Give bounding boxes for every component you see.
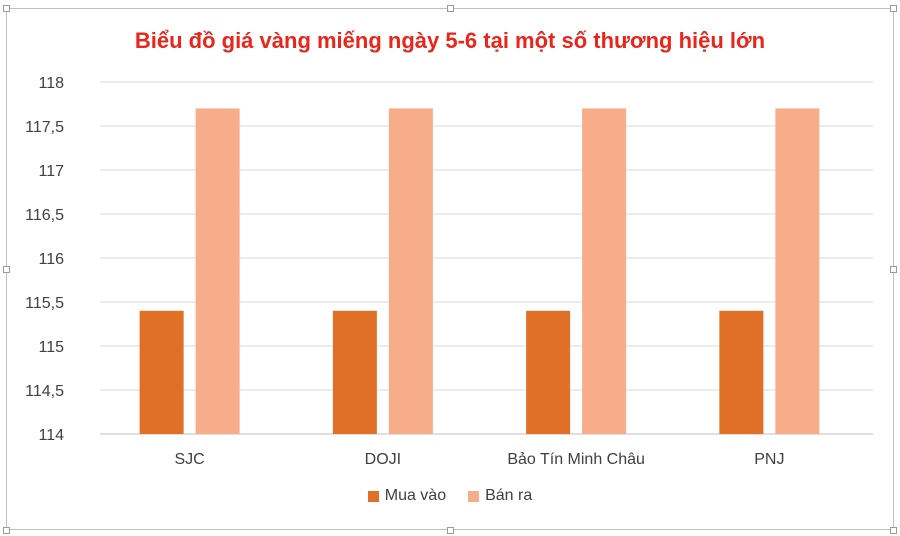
legend-label-sell: Bán ra	[485, 487, 533, 504]
y-tick-label: 116	[38, 251, 64, 268]
legend-swatch-buy	[367, 490, 379, 502]
bar-sell[interactable]	[195, 108, 240, 435]
bar-sell[interactable]	[388, 108, 433, 435]
y-tick-label: 116,5	[25, 207, 64, 224]
chart-title: Biểu đồ giá vàng miếng ngày 5-6 tại một …	[134, 28, 766, 53]
y-tick-label: 117,5	[25, 119, 64, 136]
resize-handle-top-left[interactable]	[3, 5, 10, 12]
x-tick-label: DOJI	[365, 451, 401, 468]
y-tick-label: 117	[38, 163, 64, 180]
x-tick-label: PNJ	[754, 451, 784, 468]
legend-item-buy: Mua vào	[367, 487, 447, 505]
bar-sell[interactable]	[775, 108, 820, 435]
y-tick-label: 115,5	[25, 295, 64, 312]
y-tick-label: 114	[38, 427, 64, 444]
resize-handle-top-center[interactable]	[447, 5, 454, 12]
legend-swatch-sell	[468, 490, 480, 502]
resize-handle-bottom-right[interactable]	[890, 527, 897, 534]
bar-buy[interactable]	[526, 310, 571, 434]
y-tick-label: 118	[38, 75, 64, 92]
legend-label-buy: Mua vào	[384, 487, 447, 504]
y-tick-label: 115	[38, 339, 64, 356]
resize-handle-middle-right[interactable]	[890, 266, 897, 273]
resize-handle-middle-left[interactable]	[3, 266, 10, 273]
resize-handle-bottom-center[interactable]	[447, 527, 454, 534]
bar-buy[interactable]	[719, 310, 764, 434]
resize-handle-top-right[interactable]	[890, 5, 897, 12]
legend-item-sell: Bán ra	[468, 487, 532, 505]
bar-buy[interactable]	[139, 310, 184, 434]
x-tick-label: Bảo Tín Minh Châu	[507, 451, 645, 468]
bar-buy[interactable]	[332, 310, 377, 434]
bar-sell[interactable]	[582, 108, 627, 435]
chart-legend: Mua vào Bán ra	[0, 487, 900, 505]
x-tick-label: SJC	[175, 451, 205, 468]
resize-handle-bottom-left[interactable]	[3, 527, 10, 534]
y-tick-label: 114,5	[25, 383, 64, 400]
